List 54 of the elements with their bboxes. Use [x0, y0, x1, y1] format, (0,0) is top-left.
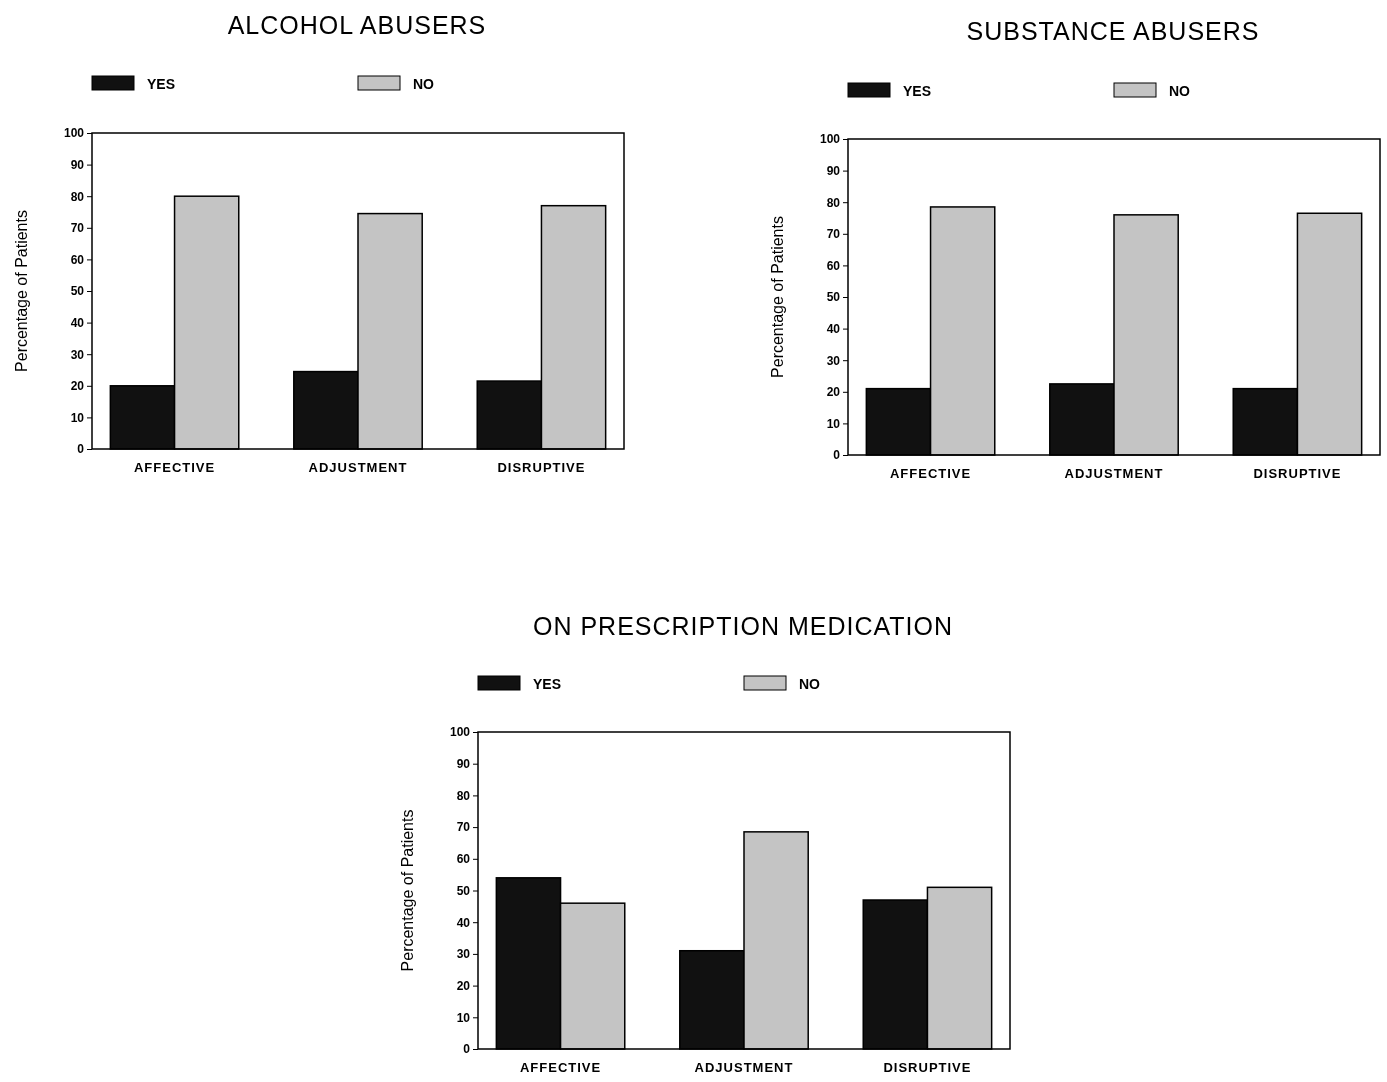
y-tick-label: 30: [826, 353, 841, 368]
x-tick-label: AFFECTIVE: [889, 466, 972, 482]
y-tick-label: 70: [456, 820, 471, 835]
y-tick-label: 20: [826, 385, 841, 400]
y-tick-label: 50: [70, 284, 85, 299]
y-axis-title: Percentage of Patients: [769, 216, 786, 378]
y-axis-title: Percentage of Patients: [399, 809, 416, 972]
y-tick-label: 90: [70, 157, 85, 172]
legend-label: YES: [533, 676, 562, 692]
x-tick-label: ADJUSTMENT: [1064, 466, 1164, 482]
legend-label: YES: [147, 76, 176, 92]
legend-label: NO: [1169, 83, 1191, 99]
y-tick-label: 60: [70, 252, 85, 267]
chart-title: ALCOHOL ABUSERS: [227, 11, 487, 39]
y-tick-label: 90: [456, 757, 471, 772]
y-tick-label: 10: [826, 416, 841, 431]
y-tick-label: 40: [456, 915, 471, 930]
y-tick-label: 50: [456, 883, 471, 898]
y-tick-label: 30: [70, 347, 85, 362]
y-tick-label: 50: [826, 290, 841, 305]
y-tick-label: 20: [456, 978, 471, 993]
x-tick-label: ADJUSTMENT: [694, 1060, 794, 1076]
x-tick-label: AFFECTIVE: [133, 460, 216, 476]
y-axis-title: Percentage of Patients: [13, 210, 30, 372]
y-tick-label: 10: [70, 410, 85, 425]
y-tick-label: 80: [70, 189, 85, 204]
y-tick-label: 40: [826, 321, 841, 336]
legend-label: NO: [799, 676, 821, 692]
legend-label: YES: [903, 83, 932, 99]
y-tick-label: 10: [456, 1010, 471, 1025]
x-tick-label: AFFECTIVE: [519, 1060, 602, 1076]
y-tick-label: 100: [449, 725, 471, 740]
y-tick-label: 20: [70, 379, 85, 394]
y-tick-label: 0: [833, 448, 841, 463]
y-tick-label: 80: [826, 195, 841, 210]
y-tick-label: 100: [63, 126, 85, 141]
y-tick-label: 60: [456, 852, 471, 867]
y-tick-label: 90: [826, 163, 841, 178]
x-tick-label: DISRUPTIVE: [497, 460, 586, 476]
x-tick-label: DISRUPTIVE: [883, 1060, 972, 1076]
y-tick-label: 70: [826, 227, 841, 242]
y-tick-label: 60: [826, 258, 841, 273]
chart-title: ON PRESCRIPTION MEDICATION: [532, 612, 954, 640]
chart-title: SUBSTANCE ABUSERS: [966, 17, 1260, 45]
y-tick-label: 100: [819, 132, 841, 147]
y-tick-label: 0: [463, 1042, 471, 1057]
y-tick-label: 70: [70, 221, 85, 236]
y-tick-label: 40: [70, 315, 85, 330]
y-tick-label: 0: [77, 442, 85, 457]
y-tick-label: 80: [456, 788, 471, 803]
y-tick-label: 30: [456, 947, 471, 962]
legend-label: NO: [413, 76, 435, 92]
x-tick-label: DISRUPTIVE: [1253, 466, 1342, 482]
x-tick-label: ADJUSTMENT: [308, 460, 408, 476]
